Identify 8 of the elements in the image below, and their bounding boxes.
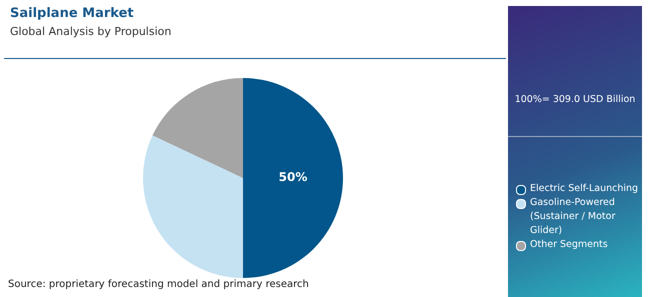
- legend-label: Gasoline-Powered (Sustainer / Motor Glider): [530, 196, 616, 238]
- chart-title: Sailplane Market: [10, 6, 134, 21]
- data-label: 50%: [278, 170, 308, 184]
- text: 100%= 309.0 USD Billion: [514, 94, 636, 105]
- legend-label: Electric Self-Launching: [530, 182, 638, 196]
- source-note: Source: proprietary forecasting model and primary research: [8, 279, 309, 290]
- legend-label: Other Segments: [530, 238, 608, 252]
- text: Global Analysis by Propulsion: [10, 25, 172, 38]
